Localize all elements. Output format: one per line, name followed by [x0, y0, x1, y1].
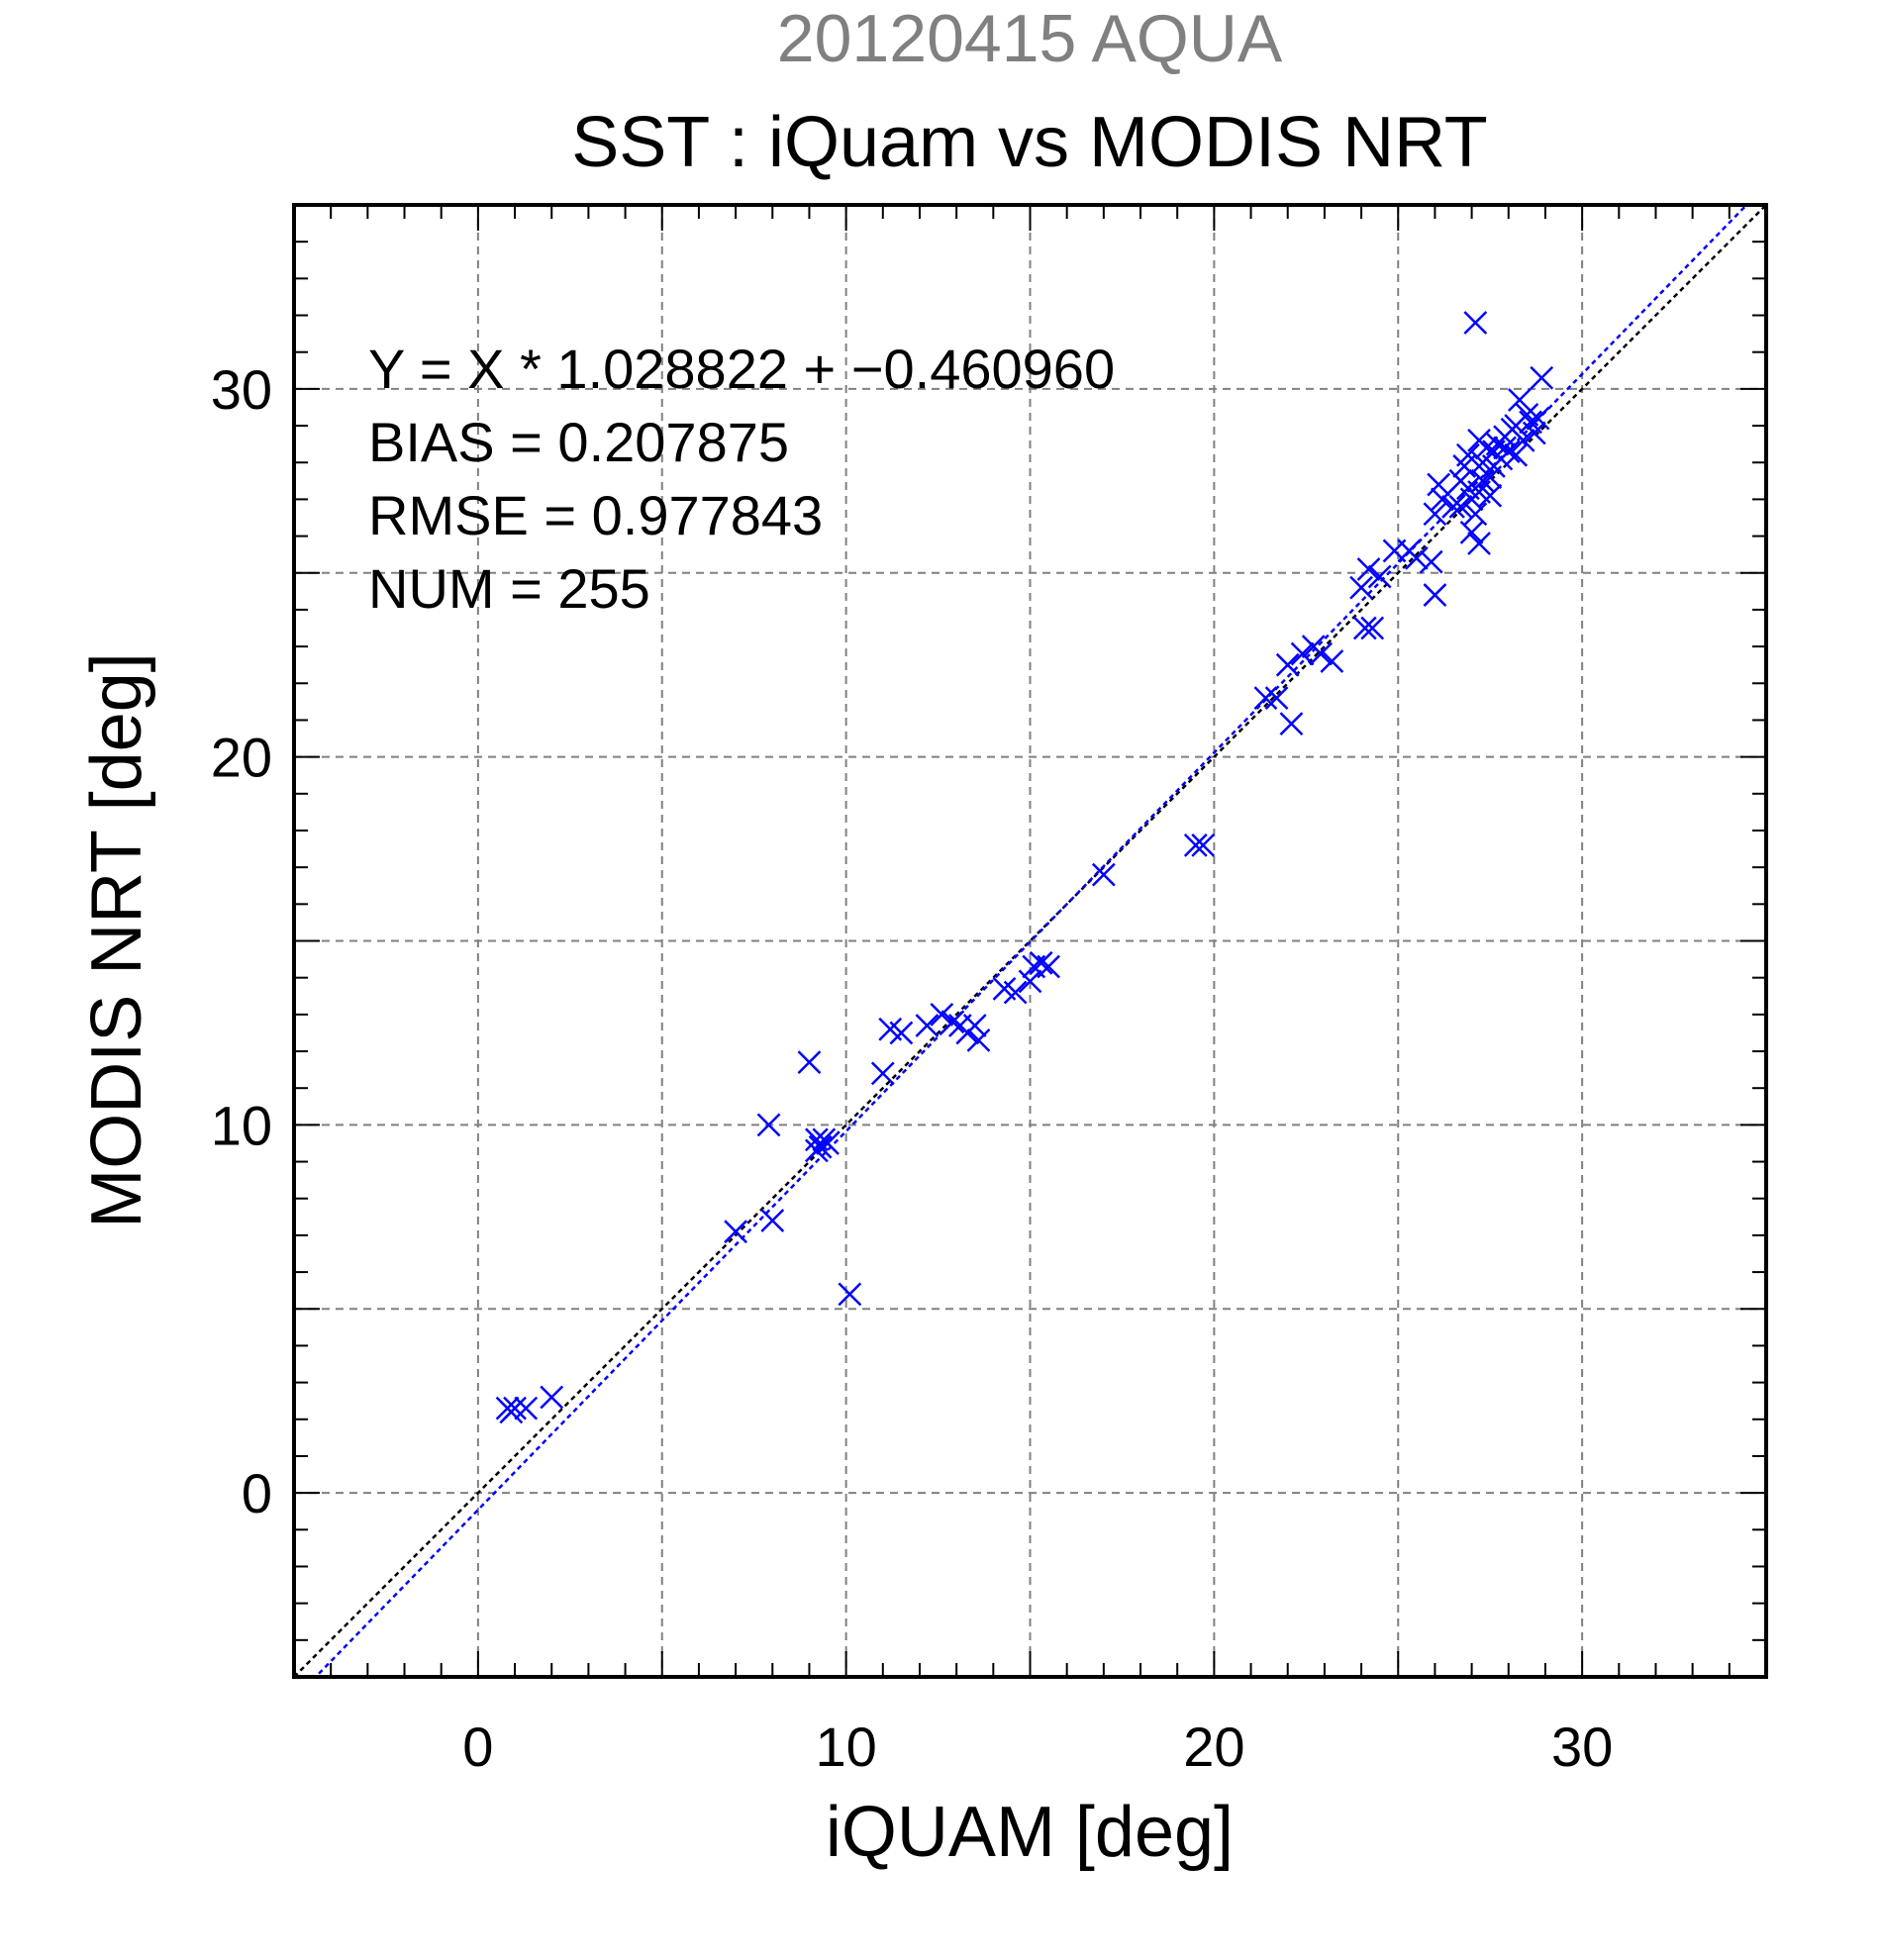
data-point-marker: [1091, 862, 1116, 887]
data-point-marker: [1430, 487, 1454, 512]
x-tick-label: 20: [1183, 1715, 1244, 1778]
data-point-marker: [1029, 950, 1053, 975]
data-point-marker: [1279, 712, 1304, 736]
data-point-marker: [724, 1220, 747, 1244]
data-point-marker: [1463, 502, 1488, 527]
data-point-marker: [1352, 616, 1377, 640]
data-point-marker: [870, 1061, 895, 1086]
data-point-marker: [1530, 365, 1554, 390]
data-point-marker: [1455, 476, 1480, 501]
data-point-marker: [514, 1396, 539, 1421]
data-point-marker: [1522, 421, 1546, 445]
x-tick-label: 30: [1551, 1715, 1613, 1778]
data-point-marker: [1441, 494, 1465, 519]
data-point-marker: [1320, 649, 1344, 673]
data-point-marker: [1423, 583, 1447, 607]
data-point-marker: [805, 1138, 829, 1163]
y-tick-label: 0: [242, 1462, 272, 1524]
y-axis-label: MODIS NRT [deg]: [77, 652, 156, 1228]
annotation-equation: Y = X * 1.028822 + −0.460960: [368, 338, 1115, 400]
data-point-marker: [1478, 483, 1503, 508]
axis-ticks: [293, 204, 1767, 1678]
data-point-marker: [1003, 980, 1028, 1005]
data-point-marker: [1367, 564, 1392, 589]
data-point-marker: [1356, 557, 1381, 581]
data-point-marker: [797, 1050, 822, 1075]
data-point-marker: [1419, 549, 1443, 574]
data-point-marker: [1493, 436, 1517, 460]
data-point-marker: [1275, 652, 1300, 677]
data-point-marker: [962, 1014, 987, 1037]
data-point-marker: [760, 1209, 785, 1232]
data-point-marker: [756, 1113, 781, 1137]
data-point-marker: [1508, 388, 1532, 412]
annotation-num: NUM = 255: [368, 557, 650, 620]
data-point-marker: [1448, 494, 1473, 519]
x-axis-label: iQUAM [deg]: [826, 1793, 1234, 1872]
data-point-marker: [1253, 686, 1278, 711]
data-point-marker: [1349, 575, 1373, 600]
data-point-marker: [1360, 616, 1385, 640]
data-point-marker: [1467, 532, 1491, 555]
data-point-marker: [915, 1014, 940, 1037]
annotation-rmse: RMSE = 0.977843: [368, 484, 823, 546]
data-point-marker: [1191, 833, 1216, 857]
x-tick-label: 0: [462, 1715, 493, 1778]
data-point-marker: [1309, 641, 1334, 666]
y-tick-label: 30: [211, 358, 272, 421]
data-point-marker: [1526, 406, 1550, 431]
chart-title: SST : iQuam vs MODIS NRT: [571, 103, 1488, 182]
grid-lines: [294, 205, 1766, 1677]
x-tick-label: 10: [815, 1715, 876, 1778]
tick-labels: 0 0 10 10 20 20 30 30: [211, 358, 1614, 1778]
y-tick-label: 10: [211, 1094, 272, 1156]
data-point-marker: [1183, 833, 1208, 857]
data-point-marker: [1290, 641, 1315, 666]
chart-header: 20120415 AQUA: [777, 1, 1283, 76]
data-point-marker: [1504, 442, 1529, 467]
data-point-marker: [1423, 502, 1447, 527]
data-point-marker: [1264, 686, 1289, 711]
data-point-marker: [503, 1396, 527, 1421]
data-point-marker: [930, 1002, 954, 1027]
data-point-marker: [940, 1010, 965, 1034]
data-point-marker: [1455, 442, 1480, 467]
data-point-marker: [540, 1385, 564, 1410]
data-point-marker: [966, 1028, 991, 1052]
data-point-marker: [1459, 520, 1484, 544]
data-point-marker: [812, 1127, 837, 1152]
y-tick-label: 20: [211, 727, 272, 789]
data-point-marker: [1018, 969, 1042, 994]
data-point-marker: [889, 1021, 914, 1045]
data-point-marker: [1511, 429, 1535, 452]
data-point-marker: [1427, 472, 1451, 497]
annotation-bias: BIAS = 0.207875: [368, 411, 789, 473]
data-point-marker: [838, 1282, 862, 1307]
data-point-marker: [1470, 468, 1495, 493]
data-point-marker: [1404, 545, 1429, 570]
data-points: [495, 311, 1554, 1424]
data-point-marker: [1037, 954, 1060, 979]
data-point-marker: [1463, 311, 1488, 335]
